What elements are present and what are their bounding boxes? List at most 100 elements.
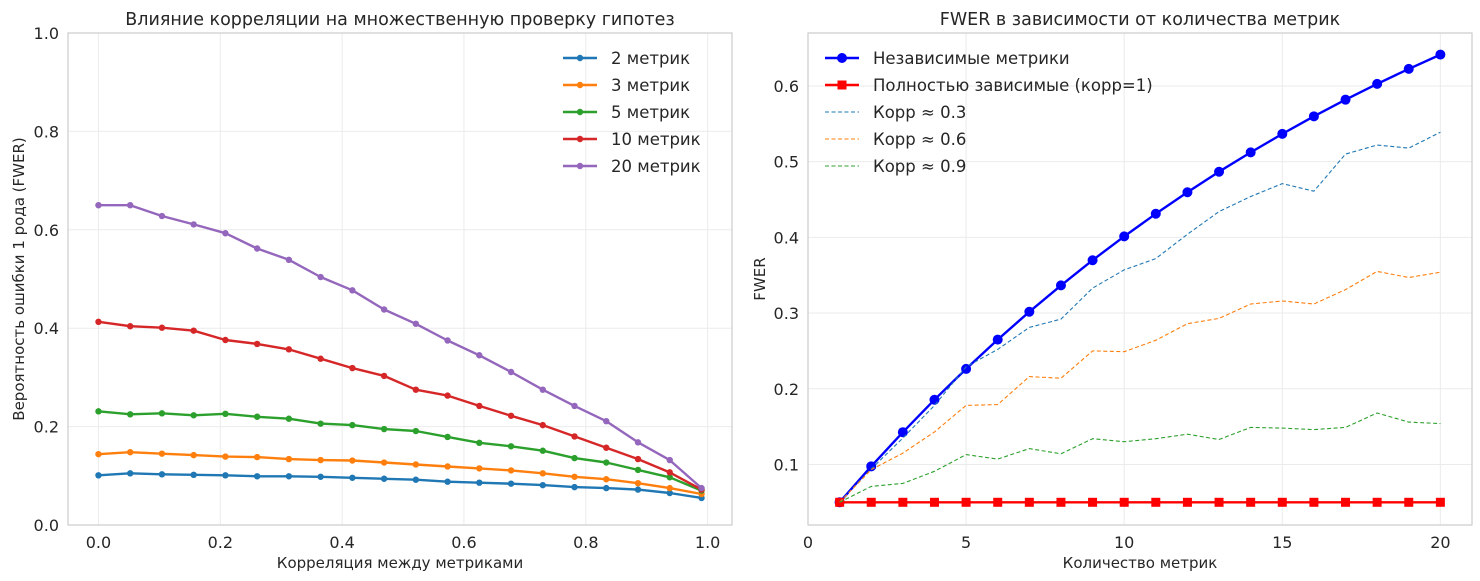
data-point [95,408,102,415]
data-point [897,427,908,438]
data-point [603,444,610,451]
x-tick-label: 15 [1272,533,1292,552]
data-point [1245,147,1256,158]
x-tick-label: 1.0 [695,533,720,552]
data-point [898,497,908,507]
data-point [476,465,483,472]
data-point [1182,187,1193,198]
data-point [666,484,673,492]
data-point [380,425,388,433]
legend-label: 10 метрик [611,130,701,149]
x-tick-label: 0.8 [573,533,598,552]
data-point [126,448,134,456]
series-line [838,53,1441,504]
data-point [476,402,483,410]
y-tick-label: 0.6 [774,77,799,96]
data-point [285,455,293,463]
data-point [571,473,578,480]
data-point [1404,497,1414,507]
data-point [1150,208,1161,219]
data-point [539,421,546,429]
legend-label: Полностью зависимые (корр=1) [873,76,1153,95]
data-point [412,386,420,393]
legend-label: Корр ≈ 0.3 [873,103,966,122]
data-point [476,352,483,359]
data-point [95,318,102,326]
legend-label: Корр ≈ 0.6 [873,130,966,149]
x-tick-label: 0.0 [86,533,111,552]
data-point [507,467,515,474]
legend-marker [837,53,847,63]
legend-label: 3 метрик [611,76,690,95]
data-point [190,327,197,334]
data-point [222,453,229,460]
data-point [253,245,261,252]
data-point [380,459,388,466]
legend-marker [576,135,584,143]
data-point [603,484,610,492]
data-point [1119,497,1129,507]
data-point [95,450,102,458]
data-point [539,386,546,393]
data-point [1024,497,1034,507]
data-point [1214,497,1224,507]
legend-label: Корр ≈ 0.9 [873,157,966,176]
data-point [1087,255,1098,266]
data-point [1055,280,1066,291]
data-point [507,443,515,450]
data-point [1340,94,1351,105]
data-point [349,421,356,429]
data-point [698,484,705,492]
data-point [285,256,293,264]
chart-title: Влияние корреляции на множественную пров… [125,10,674,30]
x-tick-label: 10 [1114,533,1134,552]
data-point [222,410,229,418]
y-tick-label: 1.0 [34,24,59,43]
data-point [1182,497,1192,507]
data-point [666,474,673,481]
data-point [634,466,642,474]
y-tick-label: 0.1 [774,455,799,474]
data-point [1277,497,1287,507]
data-point [285,473,293,480]
data-point [634,486,642,493]
data-point [444,433,451,441]
series-line [98,472,702,500]
y-tick-label: 0.6 [34,221,59,240]
data-point [866,497,876,507]
data-point [866,461,877,472]
x-axis-label: Корреляция между метриками [277,554,523,572]
data-point [253,453,261,461]
data-point [412,320,420,327]
data-point [349,364,356,372]
data-point [1341,497,1351,507]
data-point [929,394,940,405]
data-point [1246,497,1256,507]
y-tick-label: 0.8 [34,122,59,141]
data-point [1056,497,1066,507]
data-point [444,463,451,470]
data-point [444,478,451,485]
data-point [158,410,166,417]
data-point [190,412,197,419]
data-point [1214,166,1225,177]
data-point [253,413,261,420]
data-point [285,415,293,422]
data-point [603,459,610,466]
y-tick-label: 0.4 [774,228,799,247]
data-point [476,439,483,447]
y-tick-label: 0.0 [34,516,59,535]
data-point [95,202,102,209]
data-point [253,473,261,480]
y-tick-label: 0.3 [774,304,799,323]
data-point [571,402,578,410]
x-tick-label: 5 [961,533,971,552]
data-point [317,473,324,480]
plot-frame [807,32,1473,526]
legend-marker [576,108,584,116]
legend-label: 2 метрик [611,49,690,68]
data-point [349,287,356,294]
data-point [317,420,324,427]
data-point [158,212,166,220]
